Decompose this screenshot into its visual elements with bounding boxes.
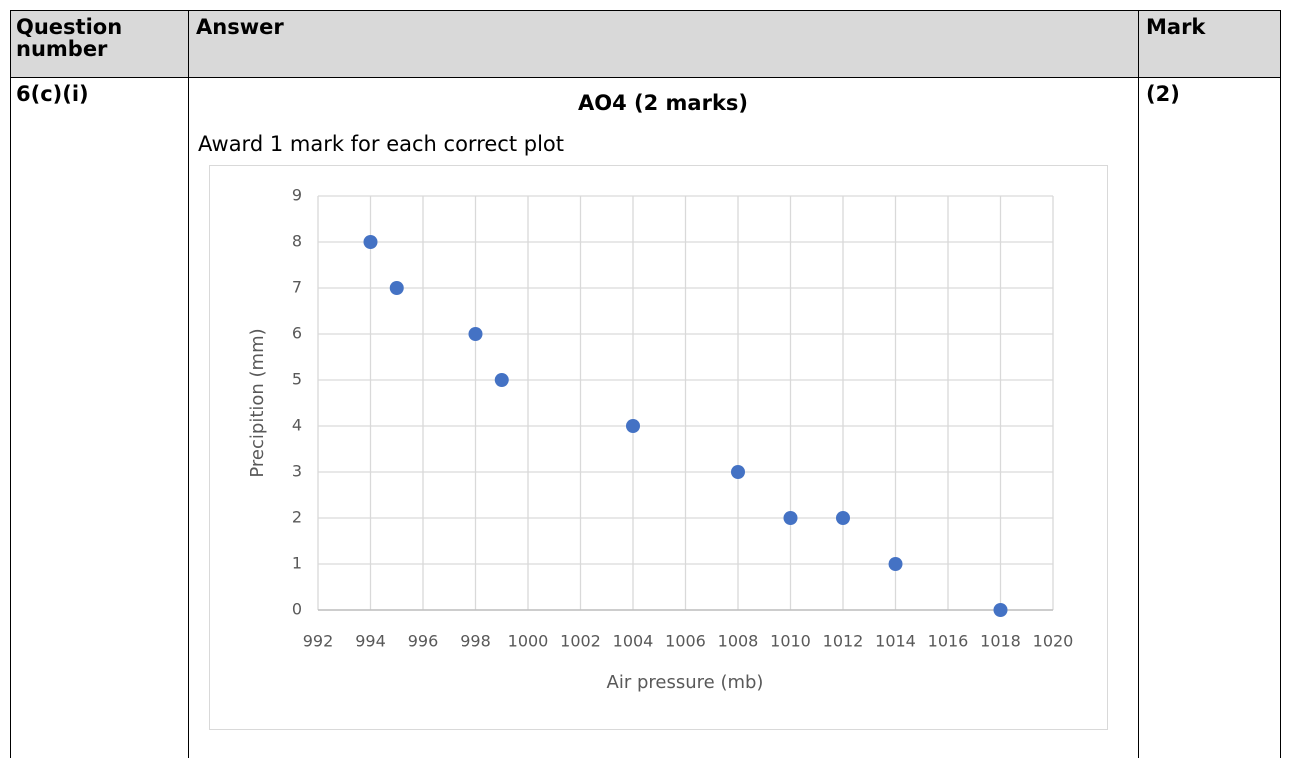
row-cell [10, 77, 188, 758]
y-tick-label: 6 [292, 324, 302, 343]
x-tick-label: 992 [303, 632, 334, 651]
x-tick-label: 1012 [823, 632, 864, 651]
y-tick-label: 4 [292, 416, 302, 435]
y-tick-label: 2 [292, 508, 302, 527]
x-tick-label: 1014 [875, 632, 916, 651]
x-tick-label: 1018 [980, 632, 1021, 651]
y-tick-label: 5 [292, 370, 302, 389]
chart-frame [209, 165, 1108, 730]
x-tick-label: 994 [355, 632, 386, 651]
answer-text: Award 1 mark for each correct plot [198, 132, 564, 156]
row-cell [1138, 77, 1281, 758]
point [468, 327, 483, 341]
point [363, 235, 378, 249]
row-cell [188, 77, 1138, 758]
question-number: 6(c)(i) [16, 82, 89, 106]
header-text: Answer [196, 15, 284, 39]
point [626, 419, 640, 433]
x-axis-label: Air pressure (mb) [607, 672, 764, 693]
answer-heading: AO4 (2 marks) [577, 91, 749, 115]
x-tick-label: 1006 [665, 632, 706, 651]
x-tick-label: 1010 [770, 632, 811, 651]
header-cell [188, 10, 1138, 77]
x-tick-label: 1002 [560, 632, 601, 651]
x-tick-label: 998 [460, 632, 491, 651]
y-tick-label: 9 [292, 186, 302, 205]
x-tick-label: 1004 [613, 632, 654, 651]
y-tick-label: 3 [292, 462, 302, 481]
header-cell [10, 10, 188, 77]
y-axis-label: Precipition (mm) [247, 328, 268, 477]
x-tick-label: 1000 [508, 632, 549, 651]
mark: (2) [1146, 82, 1180, 106]
point [389, 281, 404, 295]
x-tick-label: 1020 [1033, 632, 1074, 651]
point [731, 465, 745, 479]
y-tick-label: 8 [292, 232, 302, 251]
y-tick-label: 1 [292, 554, 302, 573]
point [783, 511, 798, 525]
header-text: Question number [16, 15, 123, 61]
y-tick-label: 7 [292, 278, 302, 297]
x-tick-label: 1008 [718, 632, 759, 651]
point [993, 603, 1008, 617]
point [836, 511, 850, 525]
x-tick-label: 1016 [928, 632, 969, 651]
point [888, 557, 903, 571]
point [494, 373, 509, 387]
y-tick-label: 0 [292, 600, 302, 619]
header-cell [1138, 10, 1281, 77]
header-text: Mark [1146, 15, 1206, 39]
x-tick-label: 996 [408, 632, 439, 651]
